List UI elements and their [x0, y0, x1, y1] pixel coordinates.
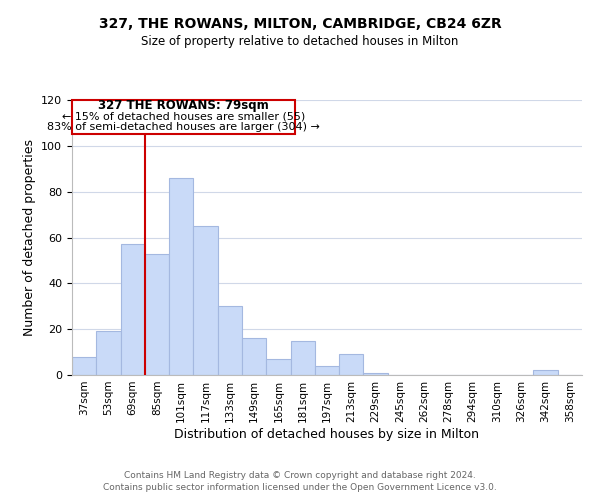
- Y-axis label: Number of detached properties: Number of detached properties: [23, 139, 35, 336]
- Bar: [193, 226, 218, 375]
- Bar: [339, 354, 364, 375]
- Bar: [169, 178, 193, 375]
- Text: 327, THE ROWANS, MILTON, CAMBRIDGE, CB24 6ZR: 327, THE ROWANS, MILTON, CAMBRIDGE, CB24…: [98, 18, 502, 32]
- Bar: [96, 332, 121, 375]
- Bar: [266, 359, 290, 375]
- Bar: [533, 370, 558, 375]
- Text: 327 THE ROWANS: 79sqm: 327 THE ROWANS: 79sqm: [98, 99, 269, 112]
- Bar: [72, 356, 96, 375]
- Bar: [364, 372, 388, 375]
- Text: Size of property relative to detached houses in Milton: Size of property relative to detached ho…: [142, 35, 458, 48]
- FancyBboxPatch shape: [72, 100, 295, 134]
- Text: ← 15% of detached houses are smaller (55): ← 15% of detached houses are smaller (55…: [62, 111, 305, 121]
- Text: 83% of semi-detached houses are larger (304) →: 83% of semi-detached houses are larger (…: [47, 122, 320, 132]
- Bar: [218, 306, 242, 375]
- Text: Contains HM Land Registry data © Crown copyright and database right 2024.: Contains HM Land Registry data © Crown c…: [124, 471, 476, 480]
- Text: Contains public sector information licensed under the Open Government Licence v3: Contains public sector information licen…: [103, 484, 497, 492]
- Bar: [242, 338, 266, 375]
- Bar: [315, 366, 339, 375]
- Bar: [290, 340, 315, 375]
- Bar: [121, 244, 145, 375]
- X-axis label: Distribution of detached houses by size in Milton: Distribution of detached houses by size …: [175, 428, 479, 440]
- Bar: [145, 254, 169, 375]
